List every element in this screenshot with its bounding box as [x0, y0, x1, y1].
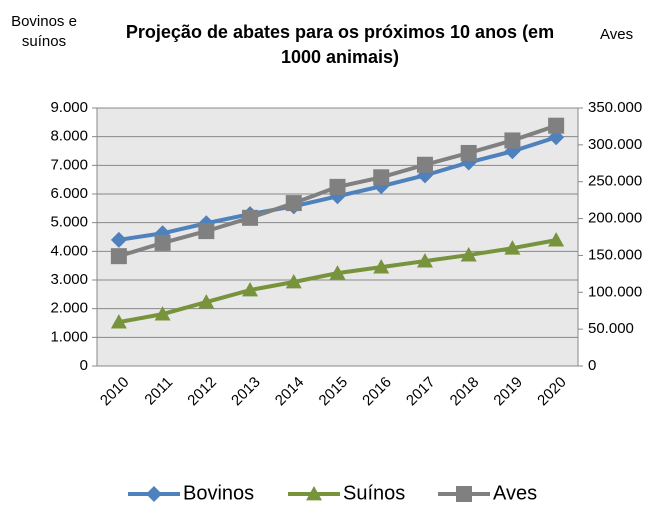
legend-label: Aves: [493, 482, 537, 504]
data-point: [329, 178, 346, 195]
y-tick-label: 4.000: [50, 242, 88, 259]
legend-label: Suínos: [343, 482, 405, 504]
y2-tick-label: 100.000: [588, 283, 642, 300]
data-point: [198, 223, 215, 240]
data-point: [110, 231, 127, 248]
y2-tick-label: 300.000: [588, 136, 642, 153]
y-tick-label: 6.000: [50, 185, 88, 202]
y-tick-label: 8.000: [50, 128, 88, 145]
data-point: [285, 274, 302, 289]
data-point: [373, 169, 390, 186]
y-axis-label: Bovinos e suínos: [11, 13, 77, 50]
data-point: [373, 259, 390, 274]
y-tick-label: 5.000: [50, 214, 88, 231]
x-tick-label: 2013: [228, 374, 264, 410]
x-tick-label: 2016: [359, 374, 395, 410]
data-point: [460, 247, 477, 262]
y-tick-label: 3.000: [50, 271, 88, 288]
x-tick-label: 2017: [403, 374, 439, 410]
y-tick-label: 7.000: [50, 156, 88, 173]
legend-marker: [146, 486, 162, 502]
x-tick-label: 2012: [184, 374, 220, 410]
y2-axis-label: Aves: [600, 26, 634, 43]
x-tick-label: 2010: [97, 374, 133, 410]
data-point: [154, 234, 171, 251]
x-tick-label: 2020: [534, 374, 570, 410]
y-tick-label: 9.000: [50, 99, 88, 116]
y2-tick-label: 250.000: [588, 173, 642, 190]
data-point: [110, 314, 127, 329]
data-point: [504, 240, 521, 255]
legend-label: Bovinos: [183, 482, 254, 504]
data-point: [504, 132, 521, 149]
data-point: [242, 209, 259, 226]
x-tick-label: 2019: [490, 374, 526, 410]
x-tick-label: 2011: [141, 374, 176, 409]
data-point: [460, 144, 477, 161]
data-point: [198, 294, 215, 309]
data-point: [242, 282, 259, 297]
data-point: [416, 156, 433, 173]
x-tick-label: 2014: [272, 374, 308, 410]
x-tick-label: 2015: [316, 374, 352, 410]
y2-tick-label: 50.000: [588, 320, 634, 337]
y2-tick-label: 0: [588, 357, 596, 374]
y2-tick-label: 350.000: [588, 99, 642, 116]
data-point: [154, 306, 171, 321]
y2-tick-label: 200.000: [588, 210, 642, 227]
y-tick-label: 0: [80, 357, 88, 374]
legend-marker: [456, 486, 472, 502]
legend-marker: [306, 486, 322, 501]
data-point: [416, 253, 433, 268]
data-point: [110, 248, 127, 265]
data-point: [285, 195, 302, 212]
chart-title: Projeção de abates para os próximos 10 a…: [125, 22, 555, 67]
data-point: [329, 265, 346, 280]
x-tick-label: 2018: [447, 374, 483, 410]
y2-tick-label: 150.000: [588, 246, 642, 263]
y-tick-label: 2.000: [50, 300, 88, 317]
data-point: [548, 117, 565, 134]
data-point: [548, 232, 565, 247]
y-tick-label: 1.000: [50, 328, 88, 345]
